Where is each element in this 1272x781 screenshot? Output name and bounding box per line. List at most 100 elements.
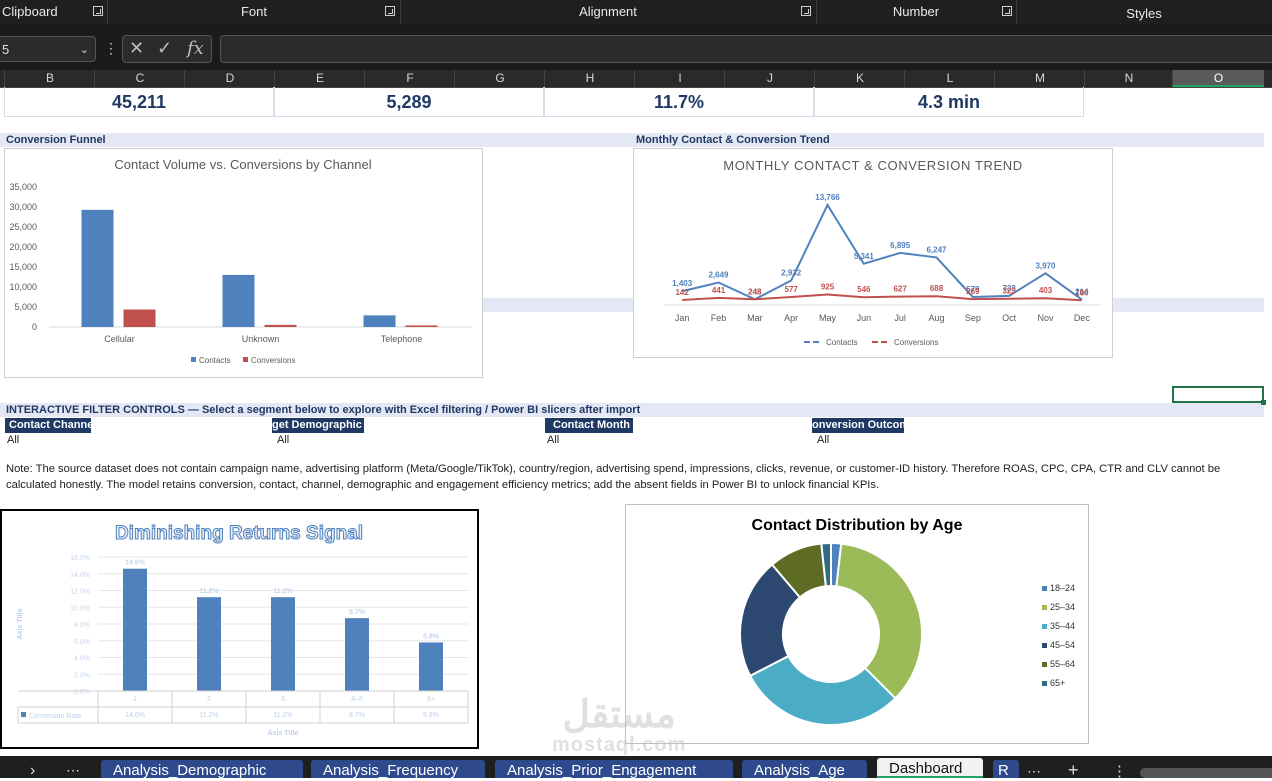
note-text: Note: The source dataset does not contai… bbox=[6, 463, 1221, 491]
tab-analysis-age[interactable]: Analysis_Age bbox=[742, 760, 867, 778]
data-label: 579 bbox=[966, 285, 980, 294]
column-header-j[interactable]: J bbox=[724, 70, 815, 87]
chart-age-distribution[interactable]: Contact Distribution by Age 18–24 25–34 35… bbox=[625, 504, 1089, 744]
data-label: 688 bbox=[930, 284, 944, 293]
column-header-o[interactable]: O bbox=[1172, 70, 1264, 87]
more-options-icon[interactable]: ⋮ bbox=[104, 40, 118, 56]
ribbon-group-number[interactable]: Number bbox=[816, 0, 1017, 24]
tab-dashboard[interactable]: Dashboard bbox=[877, 758, 983, 778]
legend-label: Conversions bbox=[251, 356, 295, 365]
bar bbox=[123, 568, 147, 691]
column-header-i[interactable]: I bbox=[634, 70, 725, 87]
section-title-filters: INTERACTIVE FILTER CONTROLS — Select a s… bbox=[0, 403, 1264, 417]
legend-label: Contacts bbox=[826, 338, 858, 347]
chart-monthly-trend[interactable]: MONTHLY CONTACT & CONVERSION TREND 1,403… bbox=[633, 148, 1113, 358]
data-label: 2,649 bbox=[708, 271, 729, 280]
series-line-conversions bbox=[682, 293, 1082, 302]
data-label: 5,341 bbox=[854, 252, 875, 261]
ribbon-group-alignment[interactable]: Alignment bbox=[400, 0, 817, 24]
y-tick-label: 16.0% bbox=[70, 555, 90, 562]
dialog-launcher-icon[interactable] bbox=[93, 6, 103, 16]
y-tick-label: 8.0% bbox=[74, 622, 90, 629]
table-value: 11.2% bbox=[273, 712, 292, 719]
data-label: 3,970 bbox=[1035, 261, 1056, 270]
tab-analysis-frequency[interactable]: Analysis_Frequency bbox=[311, 760, 485, 778]
tab-more-icon[interactable]: ⋯ bbox=[66, 762, 80, 778]
chevron-down-icon[interactable]: ⌄ bbox=[79, 44, 89, 56]
chart-title: Diminishing Returns Signal bbox=[115, 523, 363, 544]
chart-title: Contact Volume vs. Conversions by Channe… bbox=[114, 157, 371, 172]
name-box[interactable]: 5 ⌄ bbox=[0, 36, 96, 62]
ribbon-group-bar: Clipboard Font Alignment Number Styles bbox=[0, 0, 1272, 24]
x-tick-label: Dec bbox=[1074, 313, 1091, 323]
column-header-l[interactable]: L bbox=[904, 70, 995, 87]
bar-contacts bbox=[363, 315, 396, 327]
column-header-n[interactable]: N bbox=[1084, 70, 1173, 87]
data-label: 738 bbox=[1002, 284, 1016, 293]
chart-contacts-vs-conversions[interactable]: Contact Volume vs. Conversions by Channe… bbox=[4, 148, 483, 378]
column-header-f[interactable]: F bbox=[364, 70, 455, 87]
tab-scroll-next-icon[interactable]: › bbox=[30, 762, 36, 779]
y-tick-label: 35,000 bbox=[9, 182, 37, 192]
legend-label: 65+ bbox=[1050, 678, 1065, 688]
legend-swatch bbox=[1042, 681, 1047, 686]
y-tick-label: 25,000 bbox=[9, 222, 37, 232]
y-tick-label: 12.0% bbox=[70, 589, 90, 596]
column-header-c[interactable]: C bbox=[94, 70, 185, 87]
ribbon-group-font[interactable]: Font bbox=[108, 0, 401, 24]
y-tick-label: 0 bbox=[32, 322, 37, 332]
column-header-b[interactable]: B bbox=[4, 70, 95, 87]
chart-diminishing-returns[interactable]: Diminishing Returns Signal 0.0% 2.0% 4.0% 6… bbox=[0, 509, 479, 749]
chart-svg: Contact Volume vs. Conversions by Channe… bbox=[9, 157, 472, 365]
add-sheet-icon[interactable]: + bbox=[1068, 760, 1079, 780]
filter-value-month[interactable]: All bbox=[547, 434, 560, 446]
insert-function-icon[interactable]: fx bbox=[187, 38, 204, 59]
y-tick-label: 4.0% bbox=[74, 656, 90, 663]
ribbon-group-label: Font bbox=[240, 4, 267, 19]
data-label: 5.8% bbox=[423, 633, 440, 640]
data-label: 243 bbox=[748, 287, 762, 296]
column-header-k[interactable]: K bbox=[814, 70, 905, 87]
chart-svg: Diminishing Returns Signal 0.0% 2.0% 4.0% 6… bbox=[17, 523, 469, 737]
ribbon-group-label: Clipboard bbox=[2, 4, 58, 19]
legend-label: 25–34 bbox=[1050, 602, 1075, 612]
column-header-d[interactable]: D bbox=[184, 70, 275, 87]
column-header-h[interactable]: H bbox=[544, 70, 635, 87]
filter-value-demographic[interactable]: All bbox=[277, 434, 290, 446]
x-tick-label: May bbox=[819, 313, 837, 323]
filter-value-outcome[interactable]: All bbox=[817, 434, 830, 446]
x-tick-label: 2 bbox=[207, 696, 211, 703]
donut-slice-65+ bbox=[820, 541, 832, 588]
dialog-launcher-icon[interactable] bbox=[1002, 6, 1012, 16]
bar bbox=[271, 597, 295, 691]
ribbon-group-clipboard[interactable]: Clipboard bbox=[0, 0, 108, 24]
enter-icon[interactable]: ✓ bbox=[157, 38, 173, 58]
dialog-launcher-icon[interactable] bbox=[385, 6, 395, 16]
legend-swatch bbox=[1042, 605, 1047, 610]
legend-label: 55–64 bbox=[1050, 659, 1075, 669]
tab-analysis-demographic[interactable]: Analysis_Demographic bbox=[101, 760, 303, 778]
dialog-launcher-icon[interactable] bbox=[801, 6, 811, 16]
legend-swatch bbox=[191, 357, 196, 362]
cancel-icon[interactable]: ✕ bbox=[129, 38, 145, 58]
data-label: 925 bbox=[821, 283, 835, 292]
formula-input[interactable] bbox=[220, 35, 1272, 63]
column-header-e[interactable]: E bbox=[274, 70, 365, 87]
filter-value-channel[interactable]: All bbox=[7, 434, 20, 446]
tab-r[interactable]: R bbox=[993, 760, 1019, 778]
column-header-g[interactable]: G bbox=[454, 70, 545, 87]
filter-header-channel: Contact Channel bbox=[5, 418, 91, 433]
y-tick-label: 10.0% bbox=[70, 605, 90, 612]
tab-more-icon[interactable]: ⋯ bbox=[1027, 763, 1041, 779]
x-tick-label: Telephone bbox=[381, 334, 423, 344]
data-label: 323 bbox=[1002, 287, 1016, 296]
horizontal-scrollbar[interactable] bbox=[1140, 768, 1272, 778]
tab-analysis-prior-engagement[interactable]: Analysis_Prior_Engagement bbox=[495, 760, 733, 778]
selected-cell[interactable] bbox=[1172, 386, 1266, 405]
x-tick-label: 1 bbox=[133, 696, 137, 703]
ribbon-group-styles[interactable]: Styles bbox=[1016, 2, 1272, 26]
column-header-m[interactable]: M bbox=[994, 70, 1085, 87]
y-axis-title: Axis Title bbox=[17, 608, 24, 639]
sheet-options-icon[interactable]: ⋮ bbox=[1112, 763, 1127, 780]
x-tick-label: 3 bbox=[281, 696, 285, 703]
